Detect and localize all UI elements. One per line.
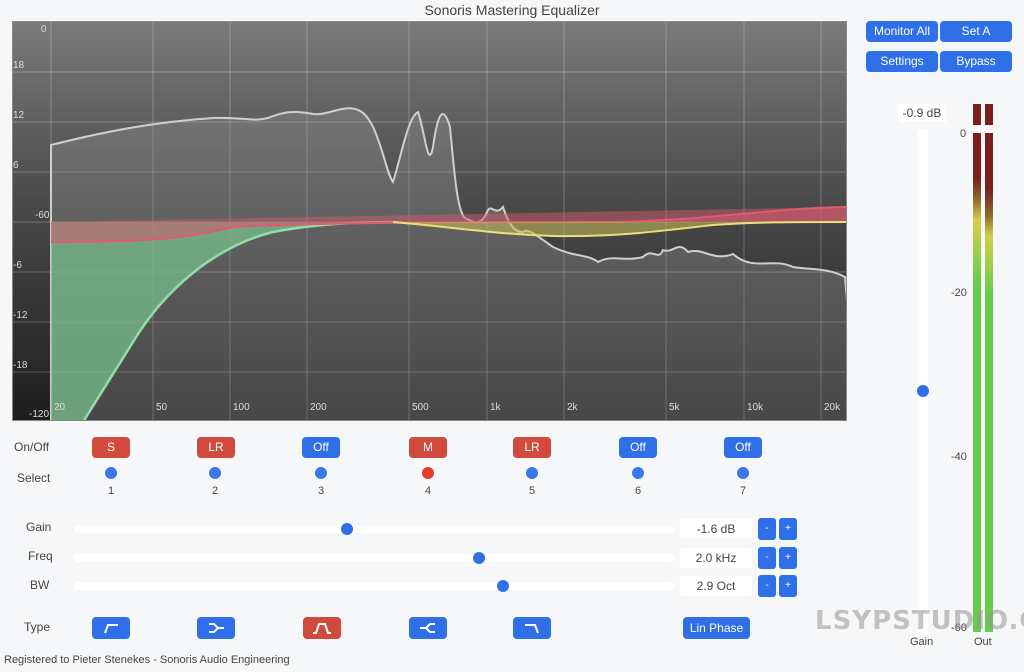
- monitor-all-button[interactable]: Monitor All: [866, 21, 938, 42]
- output-gain-thumb[interactable]: [917, 385, 929, 397]
- eq-curves: [13, 22, 846, 420]
- x-label: 100: [233, 402, 250, 413]
- band-number: 1: [107, 485, 115, 497]
- y-label: -6: [13, 260, 22, 271]
- freq-increment-button[interactable]: +: [779, 547, 797, 569]
- y-label: -60: [35, 210, 50, 221]
- eq-graph[interactable]: 0 18 12 6 -60 -6 -12 -18 -120 20 50 100 …: [12, 21, 847, 421]
- bw-decrement-button[interactable]: -: [758, 575, 776, 597]
- registration-text: Registered to Pieter Stenekes - Sonoris …: [4, 654, 290, 666]
- gain-value[interactable]: -1.6 dB: [680, 519, 752, 539]
- band-3-select[interactable]: [315, 467, 327, 479]
- freq-slider-thumb[interactable]: [473, 552, 485, 564]
- watermark: LSYPSTUDIO.COM: [815, 606, 1024, 636]
- band-7-select[interactable]: [737, 467, 749, 479]
- meter-scale-label: -20: [951, 287, 967, 299]
- gain-decrement-button[interactable]: -: [758, 518, 776, 540]
- meter-scale-label: -40: [951, 451, 967, 463]
- band-4-select[interactable]: [422, 467, 434, 479]
- band-number: 2: [211, 485, 219, 497]
- y-label: 12: [13, 110, 25, 121]
- y-label: -12: [13, 310, 28, 321]
- output-meter-right: [985, 104, 993, 632]
- type-low-cut-button[interactable]: [92, 617, 130, 639]
- set-a-button[interactable]: Set A: [940, 21, 1012, 42]
- band-number: 4: [424, 485, 432, 497]
- band-7-toggle[interactable]: Off: [724, 437, 762, 458]
- gain-meter-label: Gain: [910, 636, 934, 648]
- gain-increment-button[interactable]: +: [779, 518, 797, 540]
- gain-slider-thumb[interactable]: [341, 523, 353, 535]
- x-label: 50: [156, 402, 168, 413]
- y-label: -18: [13, 360, 28, 371]
- output-gain-slider[interactable]: [918, 130, 928, 634]
- lin-phase-button[interactable]: Lin Phase: [683, 617, 750, 639]
- band-2-toggle[interactable]: LR: [197, 437, 235, 458]
- type-high-shelf-button[interactable]: [409, 617, 447, 639]
- type-label: Type: [24, 620, 51, 634]
- x-label: 20k: [824, 402, 841, 413]
- high-cut-icon: [525, 624, 539, 634]
- bw-increment-button[interactable]: +: [779, 575, 797, 597]
- type-high-cut-button[interactable]: [513, 617, 551, 639]
- freq-slider[interactable]: [74, 552, 674, 564]
- low-cut-icon: [104, 624, 118, 634]
- band-number: 5: [528, 485, 536, 497]
- gain-slider[interactable]: [74, 523, 674, 535]
- band-3-toggle[interactable]: Off: [302, 437, 340, 458]
- bw-label: BW: [30, 578, 50, 592]
- bypass-button[interactable]: Bypass: [940, 51, 1012, 72]
- bell-icon: [313, 623, 331, 634]
- onoff-label: On/Off: [14, 440, 50, 454]
- x-label: 5k: [669, 402, 680, 413]
- bw-slider-thumb[interactable]: [497, 580, 509, 592]
- output-gain-value[interactable]: -0.9 dB: [898, 104, 946, 122]
- output-meter-left: [973, 104, 981, 632]
- y-label: 0: [41, 24, 47, 35]
- band-4-toggle[interactable]: M: [409, 437, 447, 458]
- freq-value[interactable]: 2.0 kHz: [680, 548, 752, 568]
- type-bell-button[interactable]: [303, 617, 341, 639]
- x-label: 200: [310, 402, 327, 413]
- select-label: Select: [17, 471, 51, 485]
- type-low-shelf-button[interactable]: [197, 617, 235, 639]
- x-label: 10k: [747, 402, 764, 413]
- x-label: 1k: [490, 402, 501, 413]
- band-6-toggle[interactable]: Off: [619, 437, 657, 458]
- y-label: 6: [13, 160, 19, 171]
- window-title: Sonoris Mastering Equalizer: [424, 2, 600, 18]
- meter-scale-label: 0: [960, 128, 967, 140]
- y-label: -120: [29, 409, 50, 420]
- freq-label: Freq: [28, 549, 53, 563]
- out-meter-label: Out: [974, 636, 992, 648]
- y-label: 18: [13, 60, 25, 71]
- bw-slider[interactable]: [74, 580, 674, 592]
- band-number: 7: [739, 485, 747, 497]
- x-label: 20: [54, 402, 66, 413]
- band-1-toggle[interactable]: S: [92, 437, 130, 458]
- settings-button[interactable]: Settings: [866, 51, 938, 72]
- meter-scale-label: -60: [951, 622, 967, 634]
- band-1-select[interactable]: [105, 467, 117, 479]
- band-number: 6: [634, 485, 642, 497]
- x-label: 2k: [567, 402, 578, 413]
- band-number: 3: [317, 485, 325, 497]
- band-5-toggle[interactable]: LR: [513, 437, 551, 458]
- x-label: 500: [412, 402, 429, 413]
- gain-label: Gain: [26, 520, 52, 534]
- bw-value[interactable]: 2.9 Oct: [680, 576, 752, 596]
- band-2-select[interactable]: [209, 467, 221, 479]
- band-6-select[interactable]: [632, 467, 644, 479]
- band-5-select[interactable]: [526, 467, 538, 479]
- freq-decrement-button[interactable]: -: [758, 547, 776, 569]
- low-shelf-icon: [209, 623, 224, 633]
- high-shelf-icon: [420, 623, 435, 633]
